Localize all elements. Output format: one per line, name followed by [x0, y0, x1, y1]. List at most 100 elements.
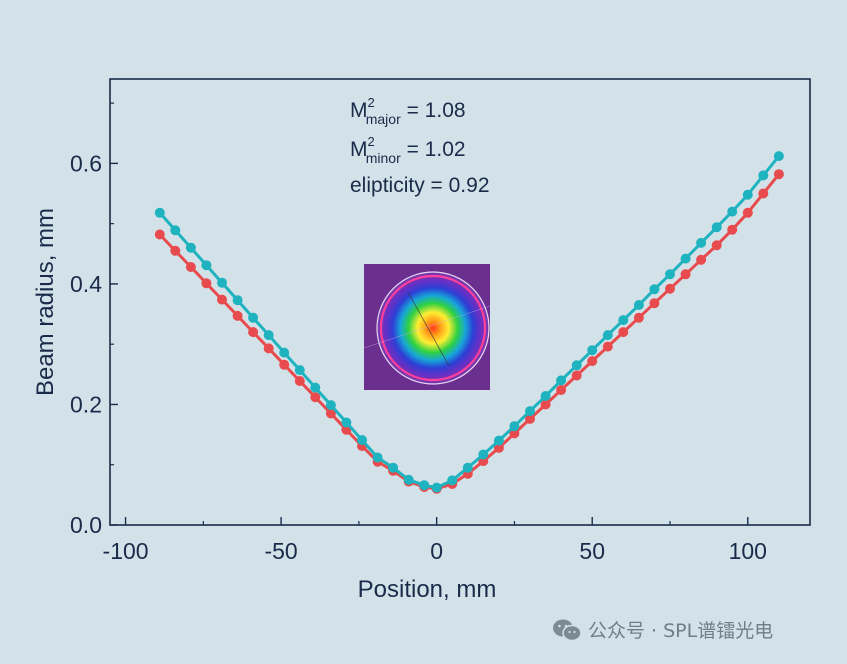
series-1-point — [232, 310, 243, 321]
series-1-point — [154, 229, 165, 240]
plot-frame — [109, 78, 811, 526]
series-1-point — [727, 224, 738, 235]
series-0-point — [248, 312, 259, 323]
series-0-point — [540, 391, 551, 401]
series-0-point — [232, 295, 243, 306]
series-0-point — [478, 449, 489, 460]
beam-outer-contour — [376, 271, 490, 385]
series-0-point — [758, 170, 769, 181]
series-0-point — [403, 474, 414, 485]
series-1-point — [556, 385, 567, 395]
tick-layer: -100 -50 0 50 100 0.0 0.2 0.4 0.6 — [70, 102, 767, 564]
series-1-point — [279, 359, 290, 370]
x-tick-label: 100 — [729, 538, 767, 564]
series-0-point — [447, 475, 458, 486]
series-0-point — [388, 462, 399, 473]
series-1-point — [263, 343, 274, 354]
series-1-point — [217, 294, 227, 305]
series-0-point — [341, 417, 352, 428]
series-0-point — [509, 421, 520, 432]
x-tick-label: -100 — [103, 538, 149, 564]
series-0-point — [618, 315, 629, 326]
series-0-point — [170, 225, 181, 236]
series-0-point — [357, 435, 367, 445]
series-1-point — [540, 399, 551, 410]
watermark: 公众号 · SPL谱镭光电 — [552, 616, 773, 643]
x-tick-label: -50 — [264, 538, 297, 564]
series-1-point — [711, 240, 722, 251]
series-1-point — [201, 278, 212, 289]
beam-minor-axis — [363, 305, 491, 349]
series-1-point — [248, 327, 259, 338]
annotation-ellipticity: elipticity = 0.92 — [350, 174, 490, 197]
x-tick-label: 50 — [579, 538, 605, 564]
series-1-point — [773, 169, 784, 180]
series-0-point — [493, 435, 504, 446]
x-tick-label: 0 — [430, 538, 443, 564]
series-0-point — [665, 269, 675, 280]
series-0-point — [587, 345, 598, 356]
beam-profile-image — [363, 264, 491, 390]
series-0-point — [602, 330, 613, 341]
series-1-point — [493, 442, 504, 453]
series-0-point — [773, 151, 784, 162]
series-1-point — [571, 370, 582, 381]
series-0-point — [742, 189, 753, 200]
series-1-point — [602, 341, 613, 352]
y-tick-label: 0.0 — [70, 512, 102, 538]
series-0 — [154, 151, 784, 493]
series-0-point — [556, 375, 567, 386]
annotation-block: M2 major = 1.08 M2 minor = 1.02 elipticity… — [350, 95, 490, 197]
series-1-point — [509, 428, 520, 439]
series-0-point — [325, 400, 336, 411]
series-0-point — [525, 406, 535, 417]
series-0-point — [263, 330, 274, 341]
series-1-point — [525, 413, 535, 424]
beam-spot — [377, 272, 489, 384]
beam-major-axis — [407, 291, 450, 367]
series-1-point — [325, 408, 336, 419]
x-axis-label: Position, mm — [358, 576, 497, 603]
annotation-m2-minor: M2 minor = 1.02 — [350, 134, 466, 166]
series-1-point — [696, 254, 707, 265]
series-1-point — [633, 312, 644, 323]
series-1-point — [680, 269, 691, 280]
series-0-point — [711, 222, 722, 233]
annotation-m2-major: M2 major = 1.08 — [350, 95, 466, 127]
series-0-point — [279, 347, 290, 358]
series-0-point — [217, 277, 227, 288]
series-layer — [154, 151, 784, 494]
series-0-point — [419, 480, 430, 491]
y-tick-label: 0.2 — [70, 391, 102, 417]
plot-border — [109, 78, 811, 526]
series-0-point — [696, 237, 707, 248]
beam-fit-ellipse — [379, 274, 487, 382]
series-0-point — [310, 382, 321, 393]
series-0-point — [431, 482, 442, 493]
series-0-point — [154, 207, 165, 218]
y-tick-label: 0.6 — [70, 150, 102, 176]
series-1-point — [649, 298, 660, 309]
y-axis-label: Beam radius, mm — [32, 208, 59, 396]
watermark-text: 公众号 · SPL谱镭光电 — [588, 620, 774, 642]
series-0-point — [633, 300, 644, 310]
series-0-point — [680, 253, 691, 264]
series-0-point — [649, 284, 660, 295]
wechat-icon — [553, 619, 582, 641]
series-1-point — [587, 356, 598, 367]
series-0-point — [372, 452, 383, 463]
series-0-point — [727, 206, 738, 217]
series-0-point — [462, 462, 473, 473]
series-1-point — [758, 188, 769, 199]
series-1-point — [742, 207, 753, 218]
series-1-point — [170, 245, 181, 256]
series-0-point — [571, 360, 582, 371]
series-1-point — [185, 262, 196, 272]
series-1-point — [294, 376, 305, 386]
series-1-point — [665, 283, 675, 294]
series-1-point — [618, 327, 629, 338]
series-0-point — [185, 242, 196, 253]
series-1-point — [310, 392, 321, 403]
y-tick-label: 0.4 — [70, 271, 102, 297]
